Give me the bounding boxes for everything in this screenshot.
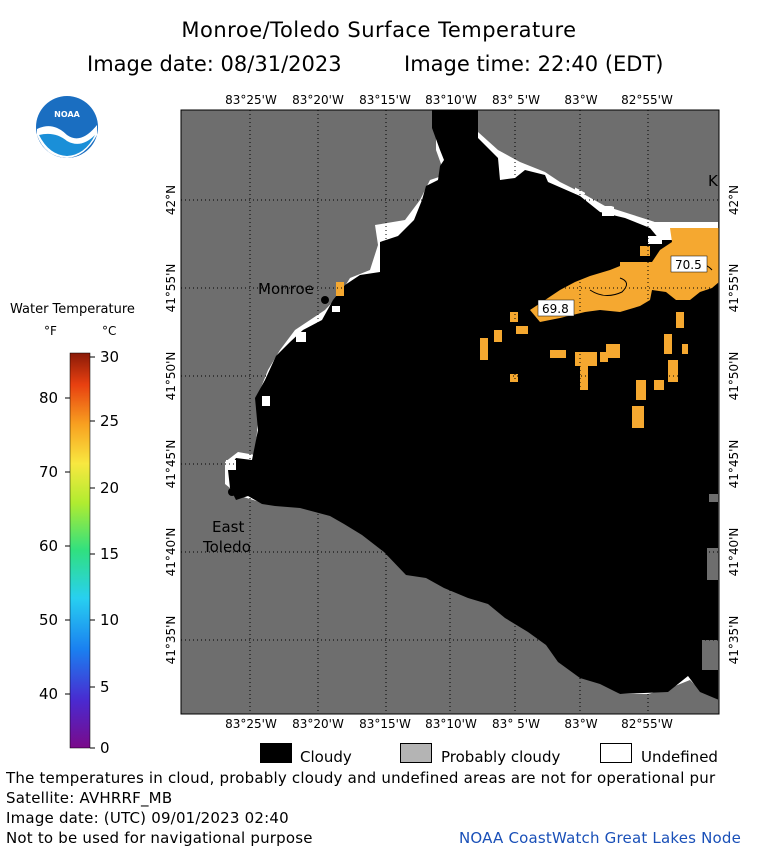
scale-c-tick: 0 [100, 739, 110, 757]
lon-label-top: 83°20'W [292, 93, 344, 107]
scale-f-tick: 80 [39, 389, 59, 407]
temperature-color-bar [69, 352, 91, 749]
scale-f-tick: 60 [39, 537, 59, 555]
undefined-pocket [226, 460, 236, 470]
lat-label-right: 42°N [727, 185, 741, 215]
lat-label-left: 41°55'N [164, 264, 178, 313]
lat-label-left: 41°45'N [164, 440, 178, 489]
scale-c-tick: 10 [100, 611, 120, 629]
legend-swatch-probably-cloudy [400, 743, 432, 763]
lon-label-top: 82°55'W [621, 93, 673, 107]
legend-swatch-cloudy [260, 743, 292, 763]
lat-label-left: 42°N [164, 185, 178, 215]
lon-label-top: 83°W [564, 93, 597, 107]
footer-disclaimer: The temperatures in cloud, probably clou… [6, 769, 716, 787]
legend-label-probably-cloudy: Probably cloudy [441, 748, 561, 766]
noaa-logo-text: NOAA [54, 110, 80, 119]
image-date: Image date: 08/31/2023 [87, 52, 342, 76]
lon-label-bottom: 82°55'W [621, 717, 673, 731]
place-monroe: Monroe [258, 280, 314, 298]
noaa-logo: NOAA [36, 96, 98, 158]
lat-label-right: 41°40'N [727, 528, 741, 577]
place-k: K [708, 172, 719, 190]
footer-credit: NOAA CoastWatch Great Lakes Node [459, 829, 742, 847]
undefined-pocket [500, 166, 510, 174]
lon-label-bottom: 83°W [564, 717, 597, 731]
lat-label-left: 41°40'N [164, 528, 178, 577]
land-northeast [478, 110, 719, 222]
scale-unit-f: °F [44, 324, 57, 338]
lat-label-left: 41°35'N [164, 616, 178, 665]
land-pocket [702, 640, 719, 670]
legend-label-cloudy: Cloudy [300, 748, 352, 766]
temp-label: 69.8 [542, 302, 569, 316]
lon-label-top: 83°10'W [425, 93, 477, 107]
lon-label-top: 83°25'W [225, 93, 277, 107]
scale-f-tick: 70 [39, 463, 59, 481]
map-frame [180, 109, 720, 715]
undefined-pocket [296, 332, 306, 342]
lat-label-left: 41°50'N [164, 352, 178, 401]
temp-label: 70.5 [675, 258, 702, 272]
footer-utc-date: Image date: (UTC) 09/01/2023 02:40 [6, 809, 289, 827]
footer-navigation-warning: Not to be used for navigational purpose [6, 829, 313, 847]
lon-label-bottom: 83°25'W [225, 717, 277, 731]
undefined-pocket [332, 306, 340, 312]
scale-c-tick: 15 [100, 545, 120, 563]
legend-swatch-undefined [600, 743, 632, 763]
lat-label-right: 41°55'N [727, 264, 741, 313]
image-time: Image time: 22:40 (EDT) [404, 52, 664, 76]
grid-lines [181, 110, 719, 714]
scale-c-tick: 20 [100, 479, 120, 497]
scale-c-tick: 5 [100, 678, 110, 696]
lat-label-right: 41°45'N [727, 440, 741, 489]
lon-label-top: 83°15'W [359, 93, 411, 107]
cloud-cover [228, 110, 719, 700]
lon-label-bottom: 83°15'W [359, 717, 411, 731]
lon-label-top: 83° 5'W [492, 93, 540, 107]
footer-satellite: Satellite: AVHRRF_MB [6, 789, 173, 807]
scale-c-tick: 30 [100, 348, 120, 366]
undefined-pocket [648, 236, 662, 244]
lon-label-bottom: 83°20'W [292, 717, 344, 731]
map-title: Monroe/Toledo Surface Temperature [181, 18, 577, 42]
land-pocket [707, 548, 719, 580]
lat-label-right: 41°50'N [727, 352, 741, 401]
scale-f-tick: 50 [39, 611, 59, 629]
lon-label-bottom: 83°10'W [425, 717, 477, 731]
lat-label-right: 41°35'N [727, 616, 741, 665]
undefined-pocket [602, 206, 614, 216]
place-east-toledo-1: East [212, 518, 244, 536]
scale-title: Water Temperature [10, 302, 135, 317]
lon-label-bottom: 83° 5'W [492, 717, 540, 731]
warm-water-pixels [480, 228, 719, 428]
scale-unit-c: °C [102, 324, 117, 338]
undefined-pocket [262, 396, 270, 406]
scale-c-tick: 25 [100, 412, 120, 430]
land-pocket [709, 494, 719, 502]
scale-f-tick: 40 [39, 685, 59, 703]
legend-label-undefined: Undefined [641, 748, 718, 766]
place-east-toledo-2: Toledo [202, 538, 251, 556]
